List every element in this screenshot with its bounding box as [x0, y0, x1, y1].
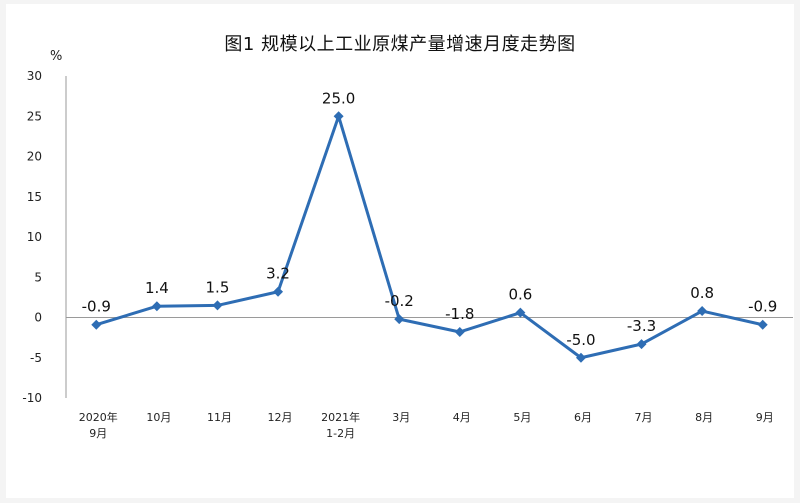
x-tick-label: 2021年 — [321, 410, 360, 424]
data-label: -0.9 — [748, 298, 777, 316]
data-label: 1.4 — [145, 279, 169, 297]
data-label: -0.2 — [385, 292, 414, 310]
x-tick-label: 12月 — [268, 411, 293, 424]
data-point-marker — [212, 300, 223, 311]
x-tick-label: 5月 — [513, 411, 531, 424]
data-label: 25.0 — [322, 89, 355, 107]
data-point-marker — [273, 286, 284, 297]
x-tick-label: 10月 — [146, 411, 171, 424]
chart-frame — [6, 4, 794, 498]
x-tick-label: 4月 — [453, 411, 471, 424]
x-tick-label: 9月 — [89, 427, 107, 440]
y-tick-label: 25 — [27, 109, 42, 123]
y-tick-label: 20 — [27, 150, 42, 164]
data-point-marker — [697, 306, 708, 317]
data-point-marker — [757, 319, 768, 330]
x-tick-label: 7月 — [635, 411, 653, 424]
x-tick-label: 8月 — [695, 411, 713, 424]
data-label: -3.3 — [627, 317, 656, 335]
data-point-marker — [636, 339, 647, 350]
data-label: 1.5 — [206, 278, 230, 296]
y-tick-label: 5 — [34, 270, 42, 284]
data-label: 0.8 — [690, 284, 714, 302]
data-point-marker — [394, 314, 405, 325]
y-tick-label: 10 — [27, 230, 42, 244]
data-label: 0.6 — [508, 286, 532, 304]
x-tick-labels: 2020年 9月 10月 11月 12月 2021年 1-2月 3月 4月 5月 6月 7月 8月 9月 — [79, 410, 774, 440]
data-point-marker — [454, 326, 465, 337]
y-tick-label: -5 — [30, 351, 42, 365]
x-tick-label: 2020年 — [79, 410, 118, 424]
y-tick-label: 30 — [27, 69, 42, 83]
series-line — [94, 114, 765, 360]
x-tick-label: 9月 — [756, 411, 774, 424]
series-group: -0.9 1.4 1.5 3.2 25.0 -0.2 -1.8 0.6 -5.0 -3.3 0.8 -… — [82, 89, 777, 363]
data-label: -5.0 — [566, 331, 595, 349]
x-tick-label: 11月 — [207, 411, 232, 424]
data-point-marker — [515, 307, 526, 318]
y-tick-label: 15 — [27, 190, 42, 204]
y-tick-label: 0 — [34, 311, 42, 325]
x-tick-label: 6月 — [574, 411, 592, 424]
data-point-marker — [575, 352, 586, 363]
y-tick-label: -10 — [22, 391, 42, 405]
data-label: -1.8 — [445, 305, 474, 323]
data-point-marker — [91, 319, 102, 330]
x-tick-label: 1-2月 — [326, 427, 355, 440]
data-point-marker — [333, 111, 344, 122]
y-tick-labels: 30 25 20 15 10 5 0 -5 -10 — [22, 69, 42, 405]
x-tick-label: 3月 — [392, 411, 410, 424]
y-axis-unit-label: % — [50, 49, 62, 64]
data-label: -0.9 — [82, 298, 111, 316]
data-point-marker — [151, 301, 162, 312]
data-label: 3.2 — [266, 265, 290, 283]
chart-title: 图1 规模以上工业原煤产量增速月度走势图 — [224, 34, 576, 55]
